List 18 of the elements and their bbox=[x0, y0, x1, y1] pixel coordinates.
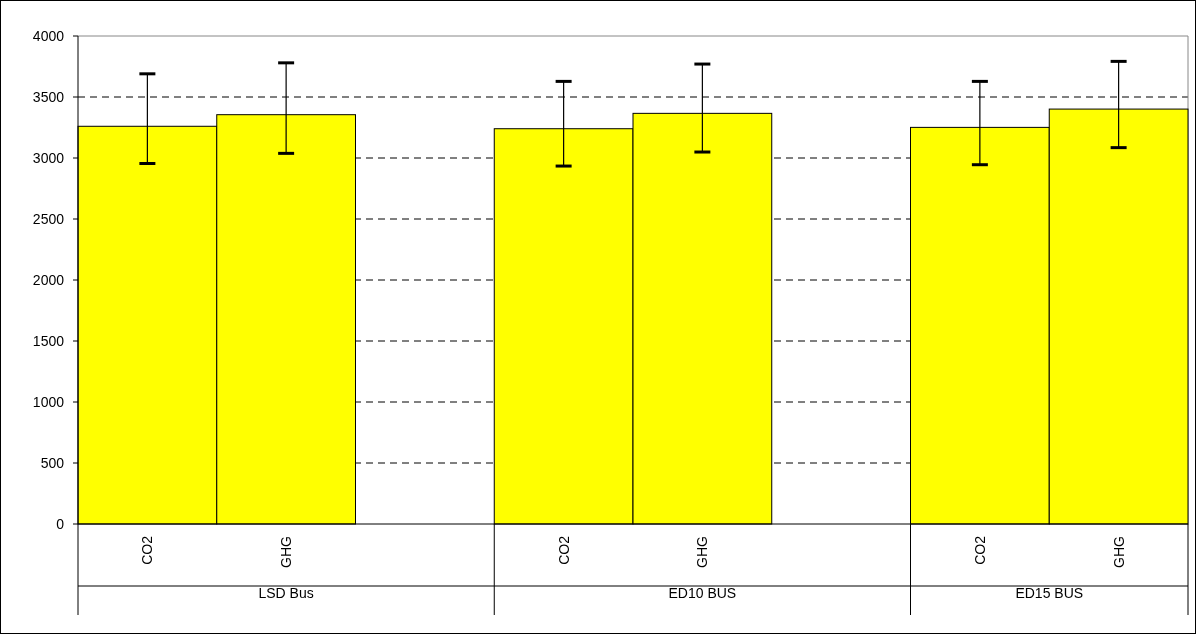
x-tick-label: CO2 bbox=[139, 535, 156, 565]
x-tick-label: CO2 bbox=[555, 535, 572, 565]
y-tick-label: 1000 bbox=[32, 393, 65, 410]
y-tick-label: 4000 bbox=[32, 27, 65, 44]
text: ED10 BUS bbox=[668, 584, 737, 601]
y-tick-label: 2500 bbox=[32, 210, 65, 227]
x-tick-label: GHG bbox=[278, 536, 295, 568]
x-tick-label: CO2 bbox=[971, 535, 988, 565]
y-tick-label: 1500 bbox=[32, 332, 65, 349]
x-tick-label: GHG bbox=[1110, 536, 1127, 568]
y-tick-label: 2000 bbox=[32, 271, 65, 288]
text: ED15 BUS bbox=[1015, 584, 1084, 601]
y-tick-label: 0 bbox=[56, 515, 65, 532]
text: LSD Bus bbox=[258, 584, 314, 601]
x-tick-label: GHG bbox=[694, 536, 711, 568]
y-tick-label: 3500 bbox=[32, 88, 65, 105]
y-tick-label: 500 bbox=[40, 454, 65, 471]
y-tick-label: 3000 bbox=[32, 149, 65, 166]
